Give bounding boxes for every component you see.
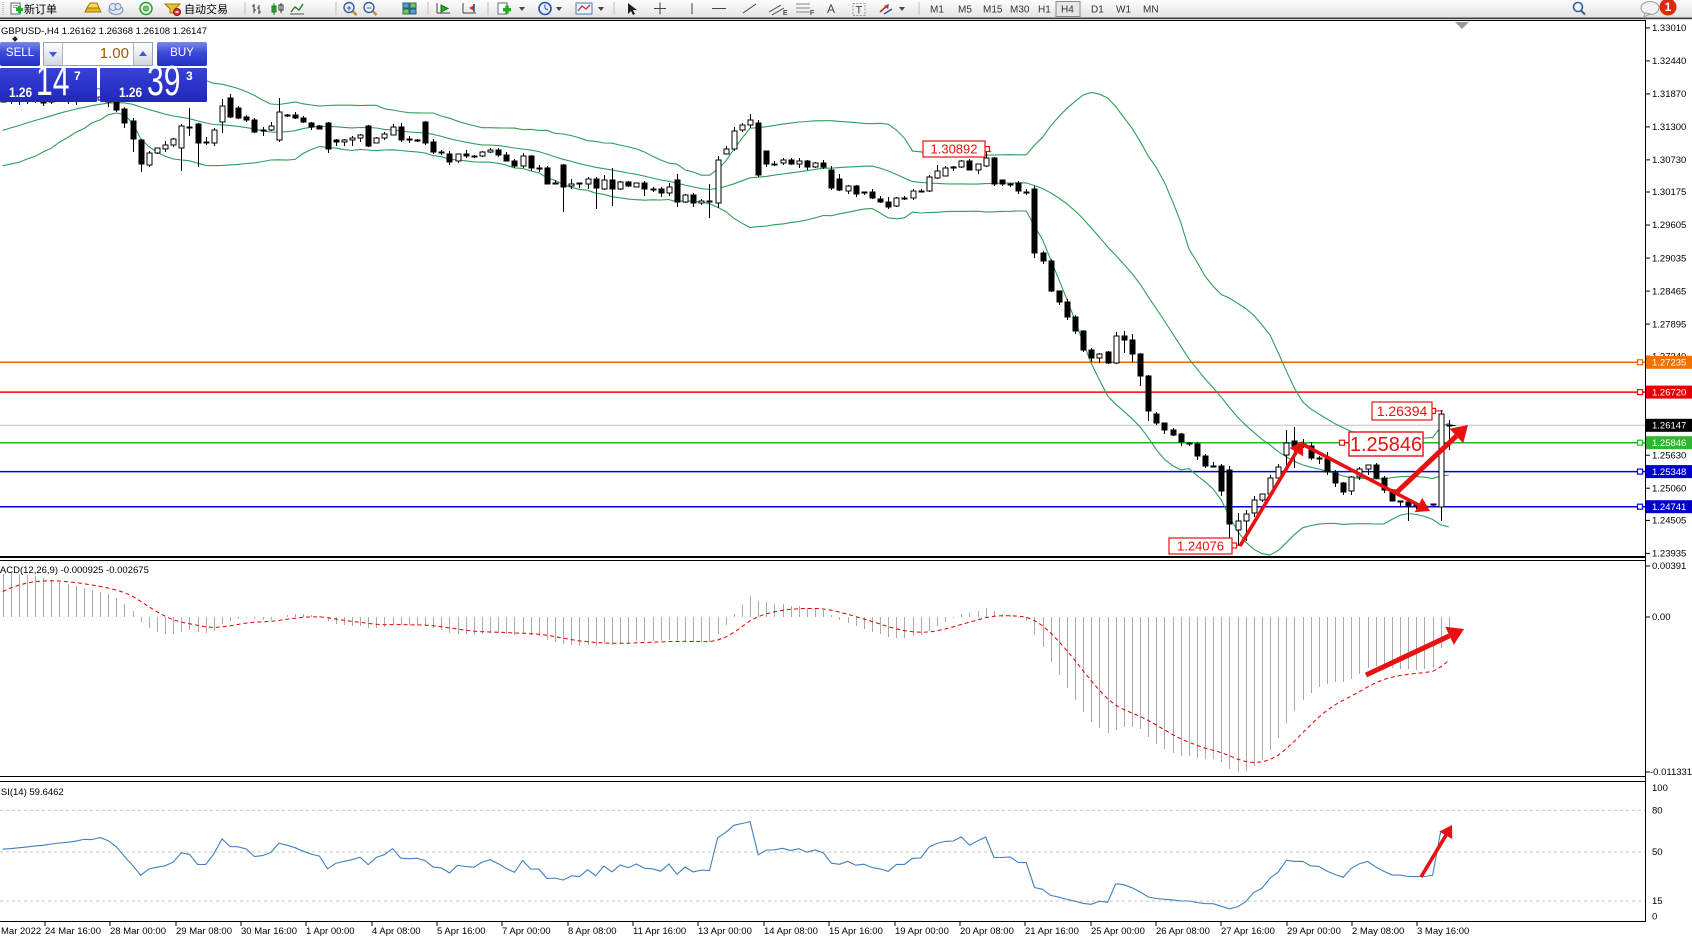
svg-text:15: 15: [1652, 896, 1663, 907]
svg-text:26 Apr 08:00: 26 Apr 08:00: [1156, 926, 1210, 936]
svg-text:1.26720: 1.26720: [1652, 388, 1686, 399]
svg-text:1.26394: 1.26394: [1377, 403, 1428, 419]
svg-text:MN: MN: [1143, 5, 1159, 16]
svg-text:24 Mar 16:00: 24 Mar 16:00: [45, 926, 101, 936]
svg-text:1.28465: 1.28465: [1652, 286, 1686, 297]
svg-text:W1: W1: [1116, 5, 1131, 16]
svg-text:M5: M5: [958, 5, 972, 16]
svg-text:F: F: [810, 10, 814, 17]
svg-text:D1: D1: [1091, 5, 1104, 16]
svg-text:20 Apr 08:00: 20 Apr 08:00: [960, 926, 1014, 936]
svg-text:1.25348: 1.25348: [1652, 467, 1686, 478]
svg-text:1.24076: 1.24076: [1177, 539, 1224, 554]
svg-text:1.26147: 1.26147: [1652, 421, 1686, 432]
svg-text:E: E: [783, 10, 788, 17]
svg-text:1.24741: 1.24741: [1652, 502, 1686, 513]
svg-text:0: 0: [1652, 912, 1657, 923]
svg-text:M30: M30: [1010, 5, 1030, 16]
svg-text:1.30730: 1.30730: [1652, 155, 1686, 166]
svg-text:0.00: 0.00: [1652, 612, 1671, 623]
svg-text:1.27895: 1.27895: [1652, 319, 1686, 330]
svg-text:0.00391: 0.00391: [1652, 561, 1686, 572]
svg-text:4 Apr 08:00: 4 Apr 08:00: [372, 926, 421, 936]
svg-text:1.24505: 1.24505: [1652, 516, 1686, 527]
svg-text:M1: M1: [930, 5, 944, 16]
svg-text:15 Apr 16:00: 15 Apr 16:00: [829, 926, 883, 936]
svg-text:1.25630: 1.25630: [1652, 450, 1686, 461]
svg-text:1.30892: 1.30892: [931, 142, 978, 157]
svg-text:新订单: 新订单: [24, 2, 57, 16]
svg-text:28 Mar 00:00: 28 Mar 00:00: [110, 926, 166, 936]
svg-text:30 Mar 16:00: 30 Mar 16:00: [241, 926, 297, 936]
svg-text:21 Apr 16:00: 21 Apr 16:00: [1025, 926, 1079, 936]
svg-text:80: 80: [1652, 806, 1663, 817]
svg-text:H4: H4: [1061, 5, 1074, 16]
svg-text:1.25846: 1.25846: [1350, 434, 1422, 456]
svg-text:3 May 16:00: 3 May 16:00: [1417, 926, 1469, 936]
svg-text:1.25846: 1.25846: [1652, 438, 1686, 449]
svg-text:1.29605: 1.29605: [1652, 220, 1686, 231]
svg-text:8 Apr 08:00: 8 Apr 08:00: [568, 926, 617, 936]
svg-text:1.33010: 1.33010: [1652, 23, 1686, 34]
svg-text:29 Apr 00:00: 29 Apr 00:00: [1287, 926, 1341, 936]
svg-text:GBPUSD-,H4 1.26162 1.26368 1.: GBPUSD-,H4 1.26162 1.26368 1.26108 1.261…: [1, 26, 207, 37]
svg-text:50: 50: [1652, 847, 1663, 858]
svg-text:27 Apr 16:00: 27 Apr 16:00: [1221, 926, 1275, 936]
svg-text:11 Apr 16:00: 11 Apr 16:00: [633, 926, 686, 936]
svg-text:1.27235: 1.27235: [1652, 358, 1686, 369]
svg-text:1.31870: 1.31870: [1652, 89, 1686, 100]
svg-text:+: +: [346, 3, 351, 13]
svg-text:5 Apr 16:00: 5 Apr 16:00: [437, 926, 486, 936]
svg-text:1: 1: [1665, 0, 1672, 14]
svg-text:1.32440: 1.32440: [1652, 56, 1686, 67]
svg-text:1 Apr 00:00: 1 Apr 00:00: [306, 926, 355, 936]
svg-text:1.25060: 1.25060: [1652, 483, 1686, 494]
svg-text:M15: M15: [983, 5, 1003, 16]
svg-text:Mar 2022: Mar 2022: [1, 926, 41, 936]
svg-text:25 Apr 00:00: 25 Apr 00:00: [1091, 926, 1145, 936]
svg-text:7 Apr 00:00: 7 Apr 00:00: [502, 926, 551, 936]
svg-text:T: T: [856, 5, 863, 17]
svg-text:13 Apr 00:00: 13 Apr 00:00: [698, 926, 752, 936]
svg-text:−: −: [366, 3, 371, 13]
svg-text:14 Apr 08:00: 14 Apr 08:00: [764, 926, 818, 936]
svg-text:1.29035: 1.29035: [1652, 253, 1686, 264]
svg-text:2 May 08:00: 2 May 08:00: [1352, 926, 1404, 936]
svg-text:RSI(14) 59.6462: RSI(14) 59.6462: [0, 787, 64, 798]
svg-text:19 Apr 00:00: 19 Apr 00:00: [895, 926, 949, 936]
svg-text:29 Mar 08:00: 29 Mar 08:00: [176, 926, 232, 936]
svg-text:1.30175: 1.30175: [1652, 187, 1686, 198]
svg-text:MACD(12,26,9) -0.000925 -0.002: MACD(12,26,9) -0.000925 -0.002675: [0, 565, 149, 576]
svg-text:100: 100: [1652, 783, 1668, 794]
svg-text:1.23935: 1.23935: [1652, 549, 1686, 560]
svg-text:H1: H1: [1038, 5, 1051, 16]
svg-text:1.31300: 1.31300: [1652, 122, 1686, 133]
svg-text:A: A: [827, 2, 835, 16]
svg-text:自动交易: 自动交易: [184, 2, 228, 16]
svg-text:-0.011331: -0.011331: [1650, 767, 1692, 778]
